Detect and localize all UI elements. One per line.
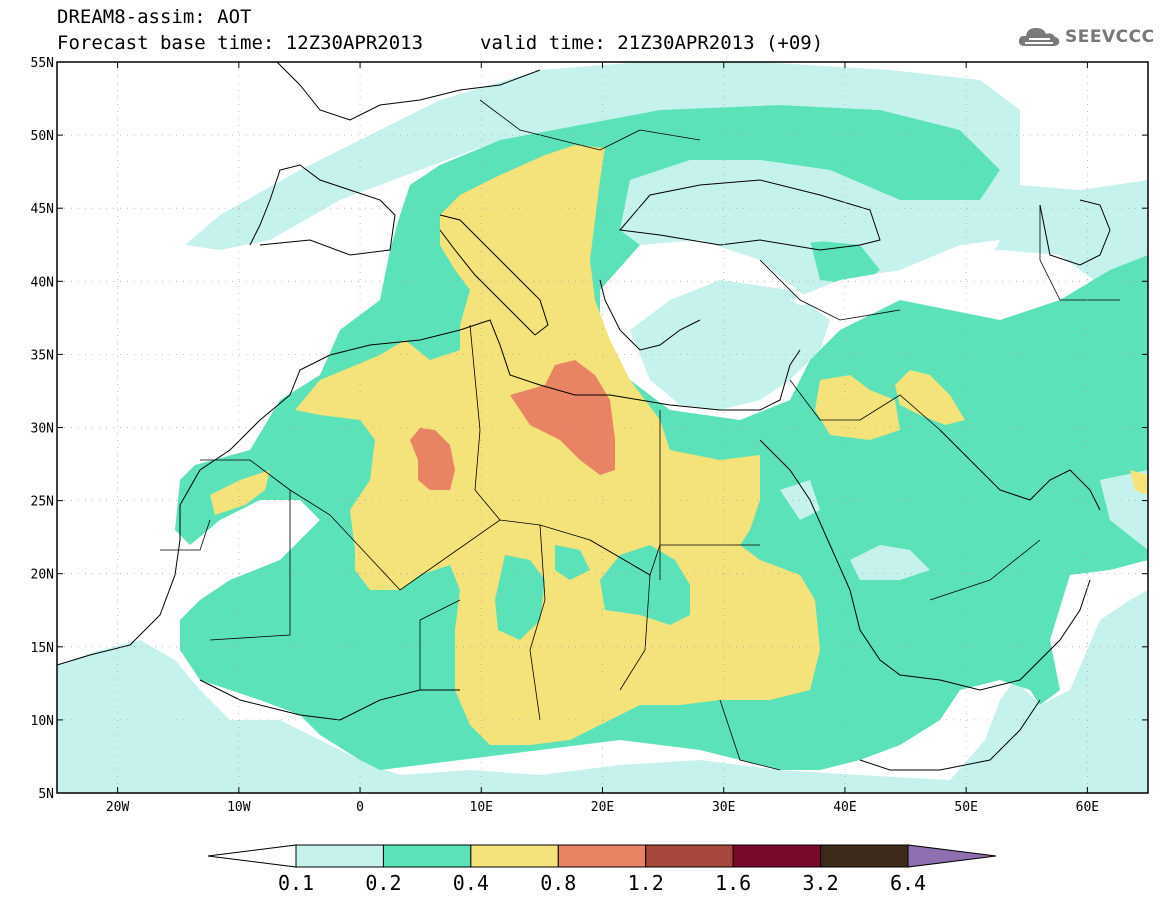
lon-tick-label: 50E (954, 800, 977, 815)
colorbar-bin (295, 844, 384, 868)
lon-tick-label: 10W (227, 800, 251, 815)
colorbar-bin (820, 844, 909, 868)
country-borders (160, 99, 1120, 771)
colorbar-bin (382, 844, 472, 868)
lat-tick-label: 50N (31, 129, 54, 144)
colorbar-label: 0.1 (278, 871, 314, 895)
colorbar-label: 3.2 (803, 871, 839, 895)
seevccc-logo: SEEVCCC (1017, 24, 1155, 50)
aot-contour-below (790, 240, 1000, 305)
lat-tick-label: 25N (31, 495, 54, 510)
axis-ticks (57, 61, 1148, 794)
lon-tick-label: 30E (712, 800, 735, 815)
lat-tick-label: 35N (31, 348, 54, 363)
lon-tick-label: 20E (591, 800, 614, 815)
colorbar-label: 1.6 (715, 871, 751, 895)
lon-tick-label: 40E (833, 800, 856, 815)
aot-contour-0.8 (410, 360, 615, 490)
forecast-base-time: Forecast base time: 12Z30APR2013 (57, 32, 424, 54)
lat-tick-label: 20N (31, 568, 54, 583)
aot-contour-0.1-inner (630, 185, 930, 580)
lat-tick-label: 15N (31, 641, 54, 656)
lon-tick-label: 60E (1076, 800, 1099, 815)
lat-tick-label: 30N (31, 422, 54, 437)
aot-contour-0.2-inner (495, 545, 690, 640)
colorbar: 0.1 0.2 0.4 0.8 1.2 1.6 3.2 6.4 (207, 844, 997, 895)
colorbar-label: 0.8 (540, 871, 576, 895)
lat-tick-label: 40N (31, 275, 54, 290)
logo-text: SEEVCCC (1065, 27, 1155, 47)
colorbar-bin (645, 844, 734, 868)
aot-field (57, 62, 1148, 793)
coastlines (57, 62, 1111, 771)
lon-tick-label: 20W (106, 800, 130, 815)
lon-tick-label: 0 (356, 800, 364, 815)
colorbar-bin (732, 844, 822, 868)
colorbar-bin (557, 844, 647, 868)
colorbar-bin (470, 844, 559, 868)
axis-tick-labels: 20W 10W 0 10E 20E 30E 40E 50E 60E 55N 50N 45N 40N 35N… (31, 56, 1100, 815)
valid-time: valid time: 21Z30APR2013 (+09) (480, 32, 824, 54)
colorbar-label: 0.2 (365, 871, 401, 895)
aot-contour-0.4 (210, 145, 1148, 745)
colorbar-label: 0.4 (453, 871, 489, 895)
lat-tick-label: 45N (31, 202, 54, 217)
lat-tick-label: 55N (31, 56, 54, 71)
colorbar-label: 1.2 (628, 871, 664, 895)
cloud-icon (1018, 28, 1060, 46)
colorbar-label: 6.4 (890, 871, 926, 895)
lon-tick-label: 10E (470, 800, 493, 815)
lat-tick-label: 10N (31, 714, 54, 729)
lat-tick-label: 5N (38, 787, 54, 802)
map-title: DREAM8-assim: AOT (57, 6, 252, 28)
colorbar-over-arrow (907, 844, 997, 868)
colorbar-under-arrow (207, 844, 297, 868)
lat-lon-grid (57, 62, 1148, 793)
aot-contour-0.1 (57, 62, 1148, 793)
